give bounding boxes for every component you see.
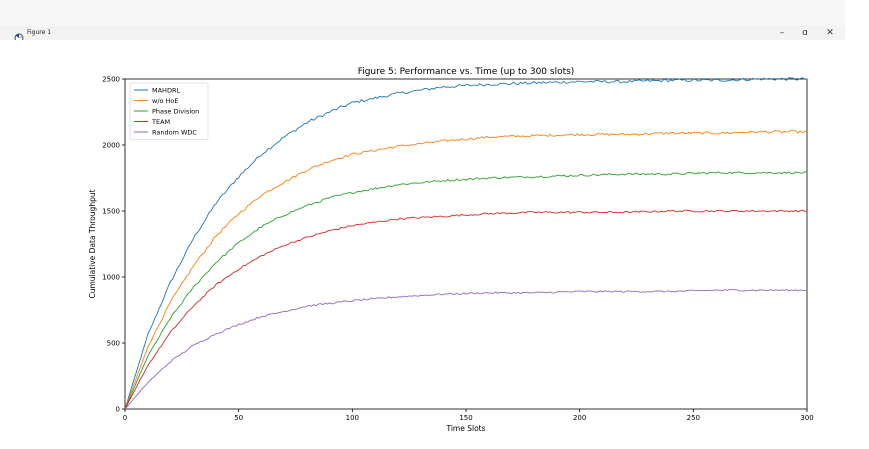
line-chart: Figure 5: Performance vs. Time (up to 30… <box>88 67 814 433</box>
x-tick-label: 200 <box>573 414 586 422</box>
series-line-w-o-hoe <box>124 130 808 410</box>
legend-label: TEAM <box>151 118 170 126</box>
x-axis-ticks: 0 50 100 150 200 250 300 <box>123 409 814 422</box>
legend-label: w/o HoE <box>152 97 179 105</box>
matplotlib-figure-icon <box>14 28 24 43</box>
legend: MAHDRL w/o HoE Phase Division TEAM Random WD… <box>129 82 209 140</box>
x-tick-label: 0 <box>123 414 127 422</box>
series-layer <box>124 77 808 410</box>
x-tick-label: 50 <box>234 414 243 422</box>
y-axis-label: Cumulative Data Throughput <box>88 189 97 298</box>
series-line-phase-division <box>124 171 808 410</box>
restore-button[interactable]: ɑ <box>802 28 808 38</box>
legend-label: Phase Division <box>152 108 199 116</box>
window-title: Figure 1 <box>27 29 52 36</box>
plot-frame <box>124 78 808 410</box>
top-margin <box>0 0 845 26</box>
y-tick-label: 1000 <box>102 274 120 282</box>
y-tick-label: 2500 <box>102 76 120 84</box>
x-tick-label: 150 <box>459 414 472 422</box>
y-axis-ticks: 0 500 1000 1500 2000 2500 <box>102 76 125 414</box>
y-tick-label: 500 <box>107 340 120 348</box>
series-line-random-wdc <box>124 288 808 410</box>
window-titlebar[interactable]: Figure 1 – ɑ ✕ <box>0 26 845 43</box>
x-tick-label: 250 <box>687 414 700 422</box>
x-tick-label: 100 <box>346 414 359 422</box>
series-line-mahdrl <box>124 77 808 410</box>
y-tick-label: 1500 <box>102 208 120 216</box>
legend-box <box>129 82 209 140</box>
y-tick-label: 2000 <box>102 142 120 150</box>
figure-canvas: Figure 5: Performance vs. Time (up to 30… <box>0 40 869 445</box>
y-tick-label: 0 <box>116 406 120 414</box>
x-axis-label: Time Slots <box>445 424 485 433</box>
close-button[interactable]: ✕ <box>826 28 834 38</box>
x-tick-label: 300 <box>800 414 813 422</box>
legend-label: Random WDC <box>152 129 197 137</box>
minimize-button[interactable]: – <box>779 28 785 38</box>
series-line-team <box>124 209 808 410</box>
chart-title: Figure 5: Performance vs. Time (up to 30… <box>358 67 575 77</box>
legend-label: MAHDRL <box>152 87 180 95</box>
